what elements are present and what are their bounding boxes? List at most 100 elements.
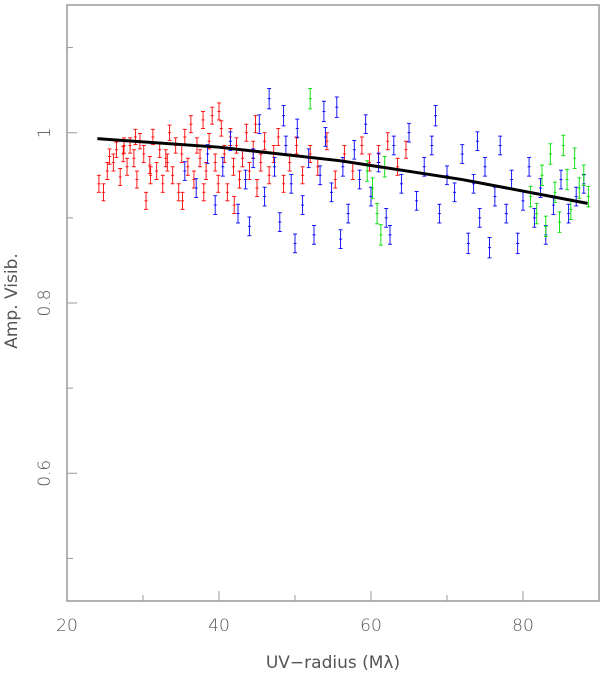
error-bar-point — [318, 165, 323, 186]
y-tick-label: 0.6 — [35, 460, 55, 487]
error-bar-point — [240, 149, 245, 168]
error-bar-point — [363, 114, 368, 135]
error-bar-point — [352, 139, 357, 160]
error-bar-point — [148, 166, 153, 185]
error-bar-point — [262, 186, 267, 207]
error-bar-point — [283, 135, 288, 156]
error-bar-point — [198, 149, 202, 168]
error-bar-point — [414, 191, 419, 211]
error-bar-point — [141, 145, 146, 163]
error-bar-point — [204, 162, 209, 180]
error-bar-point — [255, 179, 259, 198]
error-bar-point — [107, 148, 112, 165]
error-bar-point — [376, 152, 381, 173]
error-bar-point — [378, 224, 383, 246]
x-tick-label: 80 — [512, 616, 534, 636]
error-bar-point — [243, 169, 248, 190]
plot-frame — [66, 4, 600, 602]
error-bar-point — [385, 132, 390, 151]
error-bar-point — [289, 173, 294, 194]
error-bar-point — [147, 156, 152, 175]
error-bar-point — [581, 164, 586, 186]
error-bar-point — [253, 115, 258, 134]
error-bar-point — [182, 161, 187, 181]
fit-line — [97, 137, 588, 205]
error-bar-point — [437, 203, 442, 224]
error-bar-point — [121, 145, 126, 163]
error-bar-point — [568, 198, 573, 221]
y-tick-label: 1 — [35, 127, 55, 138]
error-bar-point — [154, 162, 159, 180]
error-bar-point — [219, 120, 224, 137]
error-bar-point — [262, 132, 267, 151]
error-bar-point — [247, 162, 252, 180]
error-bar-point — [498, 135, 503, 156]
error-bar-point — [370, 177, 375, 199]
error-bar-point — [276, 128, 281, 146]
error-bar-point — [300, 166, 305, 185]
error-bar-point — [552, 181, 557, 203]
error-bar-point — [308, 87, 313, 110]
error-bar-point — [258, 153, 263, 172]
error-bar-point — [281, 105, 286, 127]
error-bar-point — [125, 157, 130, 176]
error-bar-point — [244, 123, 249, 142]
error-bar-point — [201, 183, 206, 202]
error-bar-point — [105, 162, 110, 180]
error-bar-point — [483, 156, 487, 177]
error-bar-point — [232, 196, 237, 215]
error-bar-point — [220, 156, 225, 177]
error-bar-point — [460, 144, 465, 164]
error-bar-point — [487, 236, 492, 259]
error-bar-point — [247, 216, 252, 237]
error-bar-point — [338, 229, 343, 249]
error-bar-point — [267, 87, 272, 110]
error-bar-point — [433, 105, 438, 127]
error-bar-point — [521, 191, 525, 211]
error-bar-point — [561, 134, 566, 157]
error-bar-point — [346, 203, 351, 224]
error-bar-point — [300, 195, 305, 215]
error-bar-point — [407, 122, 411, 143]
error-bar-point — [134, 170, 139, 189]
error-bar-point — [217, 102, 221, 121]
error-bar-point — [194, 178, 199, 198]
error-bar-point — [399, 173, 404, 194]
error-bar-point — [445, 165, 449, 186]
error-bar-point — [213, 195, 218, 215]
error-bar-point — [191, 170, 196, 189]
error-bar-point — [165, 153, 170, 172]
error-bar-point — [509, 169, 514, 190]
error-bar-point — [534, 202, 539, 225]
error-bar-point — [225, 183, 230, 202]
error-bar-point — [167, 124, 172, 141]
x-tick-label: 20 — [56, 616, 78, 636]
error-bar-point — [176, 183, 181, 202]
error-bar-point — [527, 156, 532, 177]
error-bar-point — [323, 127, 328, 147]
error-bar-point — [471, 173, 476, 194]
error-bar-point — [312, 225, 316, 245]
error-bar-point — [267, 166, 272, 185]
data-marks — [96, 87, 591, 259]
error-bar-point — [160, 174, 165, 193]
error-bar-point — [357, 169, 362, 190]
error-bar-point — [452, 182, 457, 203]
y-axis-label: Amp. Visib. — [2, 253, 22, 349]
error-bar-point — [237, 170, 242, 189]
error-bar-point — [586, 185, 591, 208]
error-bar-point — [375, 202, 380, 225]
error-bar-point — [315, 157, 320, 176]
error-bar-point — [281, 174, 286, 193]
error-bar-point — [180, 191, 185, 210]
error-bar-point — [477, 208, 482, 228]
error-bar-point — [574, 186, 579, 207]
error-bar-point — [384, 208, 389, 228]
error-bar-point — [170, 166, 175, 185]
error-bar-point — [557, 211, 562, 233]
error-bar-point — [388, 225, 392, 245]
error-bar-point — [118, 168, 123, 186]
error-bar-point — [210, 106, 215, 125]
error-bar-point — [367, 153, 372, 172]
error-bar-point — [369, 186, 373, 207]
